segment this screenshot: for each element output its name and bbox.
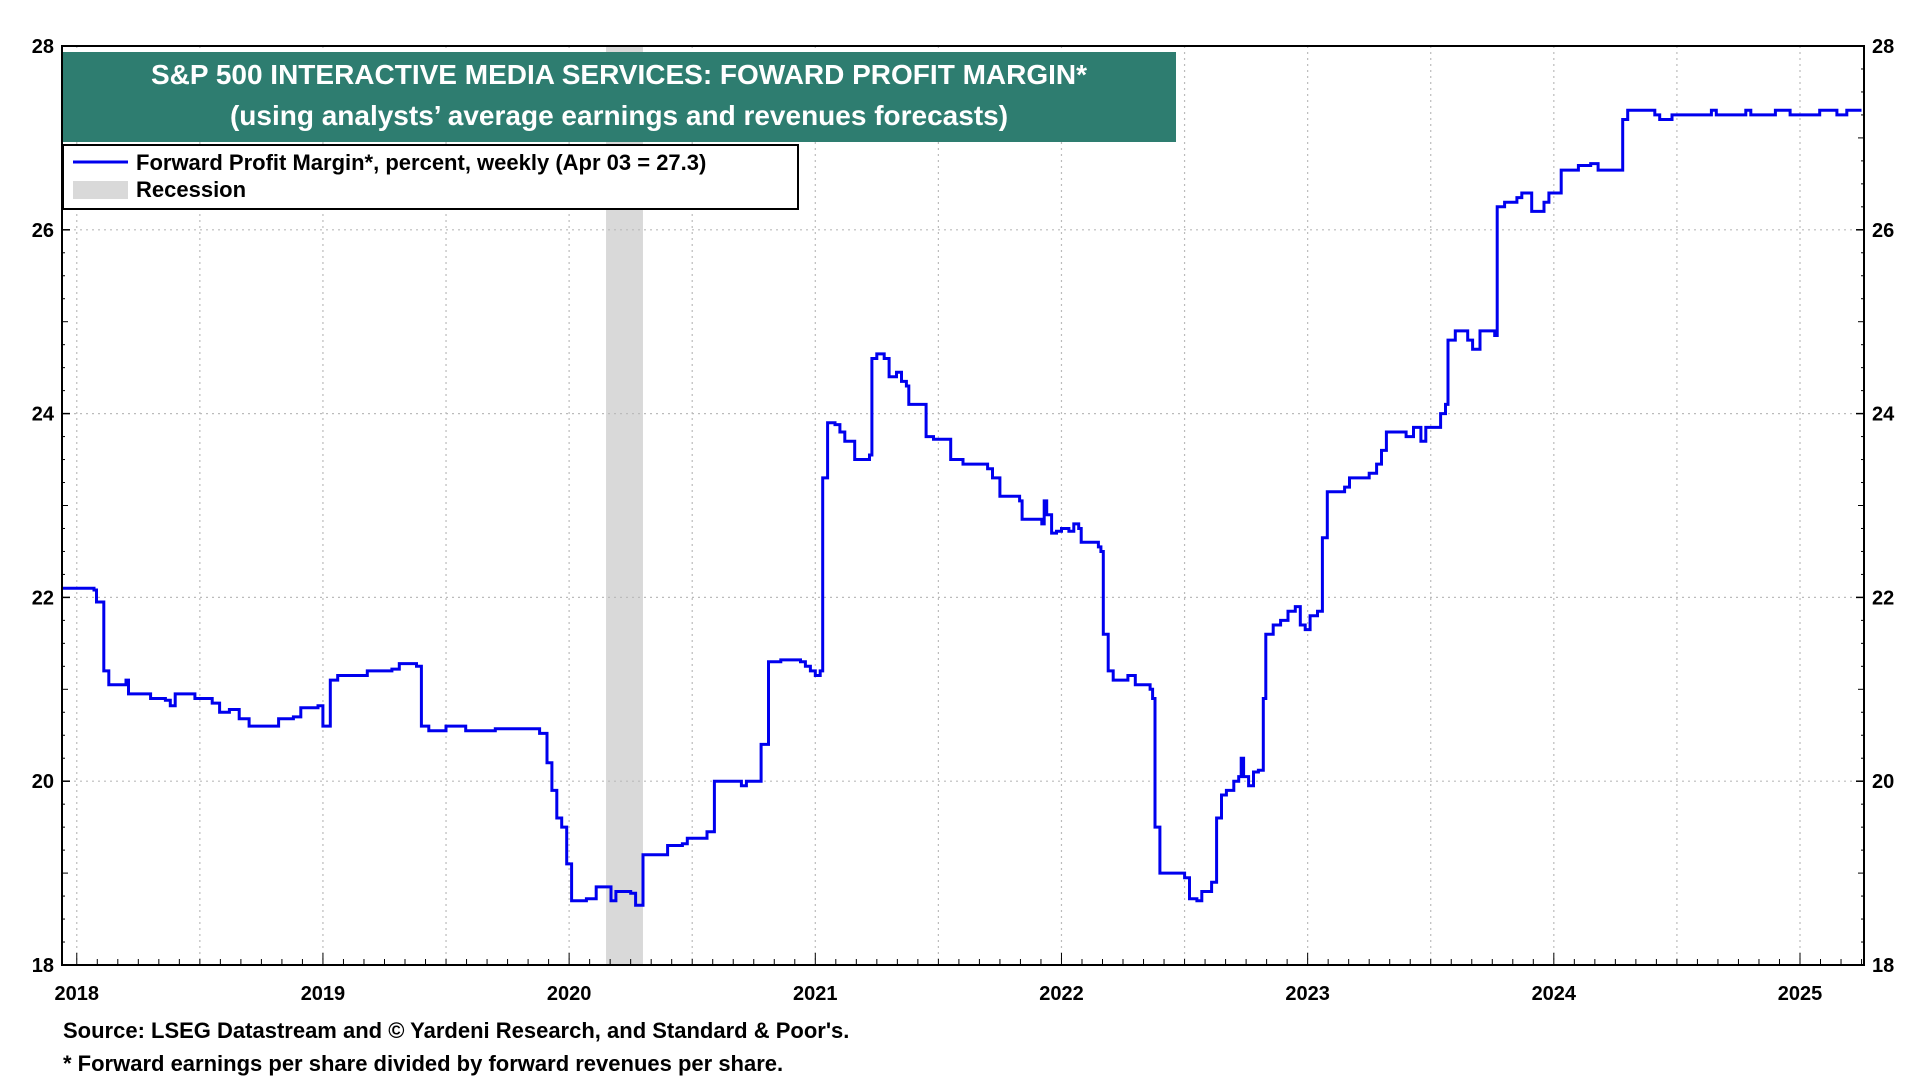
y-tick-label-right: 18 [1872,955,1894,977]
y-tick-label-right: 24 [1872,404,1895,426]
title-background [63,52,1176,142]
legend-item-recession: Recession [136,177,246,202]
y-tick-label-right: 22 [1872,587,1894,609]
x-tick-label: 2019 [301,983,346,1005]
chart-subtitle: (using analysts’ average earnings and re… [230,100,1008,131]
gridlines [62,46,1864,965]
y-tick-label-right: 20 [1872,771,1894,793]
x-tick-label: 2021 [793,983,838,1005]
y-tick-label-left: 18 [32,955,54,977]
chart-title: S&P 500 INTERACTIVE MEDIA SERVICES: FOWA… [151,59,1087,90]
y-tick-label-right: 26 [1872,220,1894,242]
y-tick-label-left: 22 [32,587,54,609]
legend-frame [62,144,799,210]
x-tick-label: 2023 [1285,983,1330,1005]
y-tick-label-left: 24 [32,404,55,426]
series-lines [62,108,1862,907]
footnote: * Forward earnings per share divided by … [63,1051,783,1076]
y-axis-left-labels: 18 20 22 24 26 28 [32,36,55,977]
x-axis-labels: 2018 2019 2020 2021 2022 2023 2024 2025 [55,983,1823,1005]
x-tick-label: 2025 [1778,983,1823,1005]
title-box: S&P 500 INTERACTIVE MEDIA SERVICES: FOWA… [63,52,1176,142]
y-tick-label-left: 28 [32,36,54,58]
x-tick-label: 2018 [55,983,100,1005]
y-axis-right-labels: 18 20 22 24 26 28 [1872,36,1895,977]
y-tick-label-left: 20 [32,771,54,793]
series-line-profit-margin [62,108,1862,907]
legend-recession-swatch [73,181,128,199]
source-note: Source: LSEG Datastream and © Yardeni Re… [63,1018,849,1043]
y-tick-label-right: 28 [1872,36,1894,58]
legend-item-profit-margin: Forward Profit Margin*, percent, weekly … [136,150,706,175]
y-tick-label-left: 26 [32,220,54,242]
x-tick-label: 2024 [1532,983,1577,1005]
axis-ticks [62,45,1864,966]
x-tick-label: 2022 [1039,983,1084,1005]
legend: Forward Profit Margin*, percent, weekly … [62,144,799,210]
x-tick-label: 2020 [547,983,592,1005]
